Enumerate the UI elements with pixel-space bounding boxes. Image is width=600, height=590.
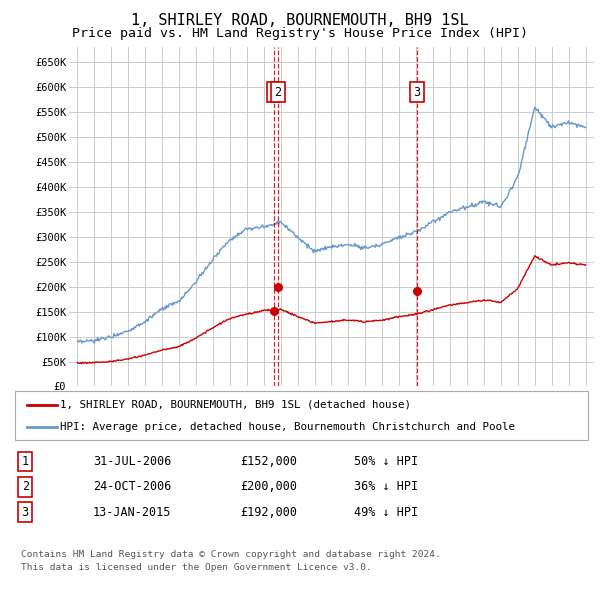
Text: 2: 2 (22, 480, 29, 493)
Text: 49% ↓ HPI: 49% ↓ HPI (354, 506, 418, 519)
Text: 36% ↓ HPI: 36% ↓ HPI (354, 480, 418, 493)
Text: 24-OCT-2006: 24-OCT-2006 (93, 480, 172, 493)
Text: 1, SHIRLEY ROAD, BOURNEMOUTH, BH9 1SL: 1, SHIRLEY ROAD, BOURNEMOUTH, BH9 1SL (131, 13, 469, 28)
Text: 1: 1 (22, 455, 29, 468)
Text: 50% ↓ HPI: 50% ↓ HPI (354, 455, 418, 468)
Text: HPI: Average price, detached house, Bournemouth Christchurch and Poole: HPI: Average price, detached house, Bour… (60, 422, 515, 432)
Text: 1: 1 (270, 86, 277, 99)
Text: Contains HM Land Registry data © Crown copyright and database right 2024.: Contains HM Land Registry data © Crown c… (21, 550, 441, 559)
Text: 13-JAN-2015: 13-JAN-2015 (93, 506, 172, 519)
Text: 2: 2 (274, 86, 281, 99)
Text: 1, SHIRLEY ROAD, BOURNEMOUTH, BH9 1SL (detached house): 1, SHIRLEY ROAD, BOURNEMOUTH, BH9 1SL (d… (60, 399, 411, 409)
Text: £200,000: £200,000 (240, 480, 297, 493)
Text: This data is licensed under the Open Government Licence v3.0.: This data is licensed under the Open Gov… (21, 563, 372, 572)
Text: £152,000: £152,000 (240, 455, 297, 468)
Text: 3: 3 (413, 86, 421, 99)
Text: Price paid vs. HM Land Registry's House Price Index (HPI): Price paid vs. HM Land Registry's House … (72, 27, 528, 40)
Text: 3: 3 (22, 506, 29, 519)
Text: 31-JUL-2006: 31-JUL-2006 (93, 455, 172, 468)
Text: £192,000: £192,000 (240, 506, 297, 519)
